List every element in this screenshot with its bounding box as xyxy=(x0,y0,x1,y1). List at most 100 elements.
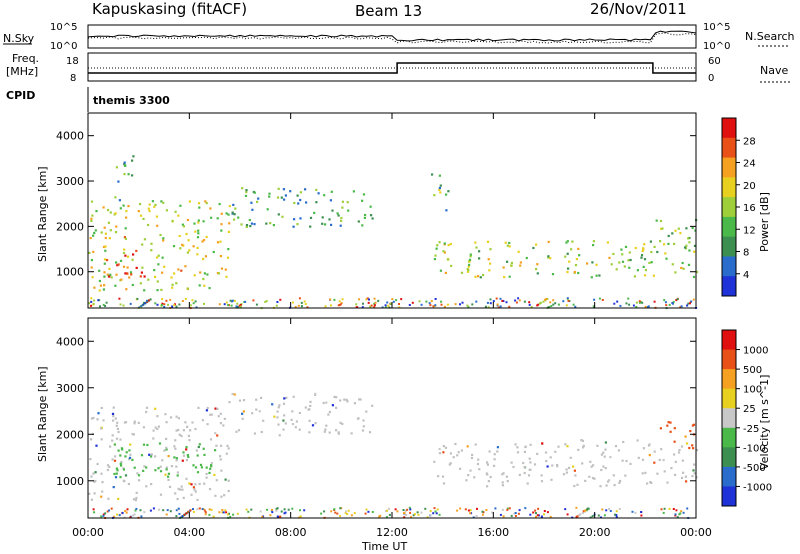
scatter-cell xyxy=(186,425,189,428)
noise-speckle xyxy=(686,304,689,307)
scatter-cell xyxy=(493,453,496,456)
noise-speckle xyxy=(432,305,435,308)
scatter-cell xyxy=(621,253,624,256)
scatter-cell xyxy=(210,464,213,467)
scatter-cell xyxy=(93,286,96,289)
noise-speckle xyxy=(430,300,433,303)
scatter-cell xyxy=(226,256,230,259)
scatter-cell xyxy=(262,419,265,422)
noise-speckle xyxy=(233,299,236,302)
noise-speckle xyxy=(122,304,125,307)
scatter-cell xyxy=(595,274,598,277)
scatter-cell xyxy=(184,421,187,424)
noise-speckle xyxy=(665,304,668,307)
noise-speckle xyxy=(212,515,215,518)
noise-speckle xyxy=(587,507,590,510)
noise-speckle xyxy=(644,305,647,308)
scatter-cell xyxy=(193,222,196,225)
noise-speckle xyxy=(156,303,159,306)
noise-speckle xyxy=(169,510,172,513)
noise-speckle xyxy=(400,298,403,301)
scatter-cell xyxy=(197,229,200,232)
noise-speckle xyxy=(364,512,367,515)
scatter-cell xyxy=(667,234,670,238)
scatter-cell xyxy=(547,256,550,259)
nave-tick-high: 60 xyxy=(708,56,721,67)
scatter-cell xyxy=(188,439,191,442)
scatter-cell xyxy=(107,208,110,212)
noise-speckle xyxy=(210,508,213,511)
scatter-cell xyxy=(438,452,442,455)
noise-speckle xyxy=(409,508,412,511)
scatter-cell xyxy=(109,229,112,232)
scatter-cell xyxy=(205,409,208,412)
noise-speckle xyxy=(552,303,555,306)
noise-speckle xyxy=(148,299,151,302)
noise-speckle xyxy=(536,514,539,517)
scatter-cell xyxy=(588,475,591,478)
scatter-cell xyxy=(475,246,478,249)
scatter-cell xyxy=(283,414,286,417)
scatter-cell xyxy=(250,201,253,204)
scatter-cell xyxy=(157,263,160,266)
scatter-cell xyxy=(186,251,189,254)
scatter-cell xyxy=(602,451,605,454)
scatter-cell xyxy=(91,214,94,217)
scatter-cell xyxy=(476,462,480,466)
scatter-cell xyxy=(96,418,99,421)
scatter-cell xyxy=(623,265,626,268)
scatter-cell xyxy=(293,218,296,221)
scatter-cell xyxy=(104,245,107,248)
noise-speckle xyxy=(635,306,638,308)
noise-speckle xyxy=(102,514,105,517)
scatter-cell xyxy=(648,454,651,457)
noise-speckle xyxy=(550,305,553,307)
scatter-cell xyxy=(572,465,575,468)
scatter-cell xyxy=(514,443,517,446)
power-colorbar-swatch xyxy=(722,197,736,218)
scatter-cell xyxy=(282,419,285,422)
noise-speckle xyxy=(546,297,549,300)
scatter-cell xyxy=(93,480,96,483)
noise-speckle xyxy=(97,299,100,302)
noise-speckle xyxy=(362,302,364,305)
scatter-cell xyxy=(111,458,114,461)
scatter-cell xyxy=(142,217,145,220)
scatter-cell xyxy=(580,439,583,442)
scatter-cell xyxy=(180,269,183,272)
noise-speckle xyxy=(434,304,437,307)
scatter-cell xyxy=(125,210,128,213)
scatter-cell xyxy=(625,459,628,463)
scatter-cell xyxy=(103,275,106,278)
scatter-cell xyxy=(474,275,477,278)
scatter-cell xyxy=(197,202,201,205)
scatter-cell xyxy=(90,259,93,262)
noise-speckle xyxy=(162,509,165,512)
scatter-cell xyxy=(276,196,280,199)
noise-speckle xyxy=(165,299,168,302)
noise-speckle xyxy=(192,302,195,305)
scatter-cell xyxy=(336,212,339,215)
noise-speckle xyxy=(552,299,555,302)
noise-speckle xyxy=(619,304,622,307)
noise-speckle xyxy=(367,510,370,513)
scatter-cell xyxy=(196,253,199,256)
noise-speckle xyxy=(339,507,342,510)
scatter-cell xyxy=(137,421,140,424)
noise-speckle xyxy=(489,298,492,301)
noise-speckle xyxy=(557,303,560,306)
scatter-cell xyxy=(684,435,687,438)
scatter-cell xyxy=(186,218,189,222)
noise-speckle xyxy=(279,515,282,518)
scatter-cell xyxy=(154,275,157,278)
noise-speckle xyxy=(113,515,116,518)
noise-speckle xyxy=(264,300,267,303)
scatter-cell xyxy=(665,257,668,260)
scatter-cell xyxy=(232,203,235,206)
noise-speckle xyxy=(283,508,286,511)
scatter-cell xyxy=(129,443,132,446)
noise-speckle xyxy=(435,512,438,515)
scatter-cell xyxy=(142,443,146,446)
scatter-cell xyxy=(154,455,157,458)
scatter-cell xyxy=(479,276,482,279)
